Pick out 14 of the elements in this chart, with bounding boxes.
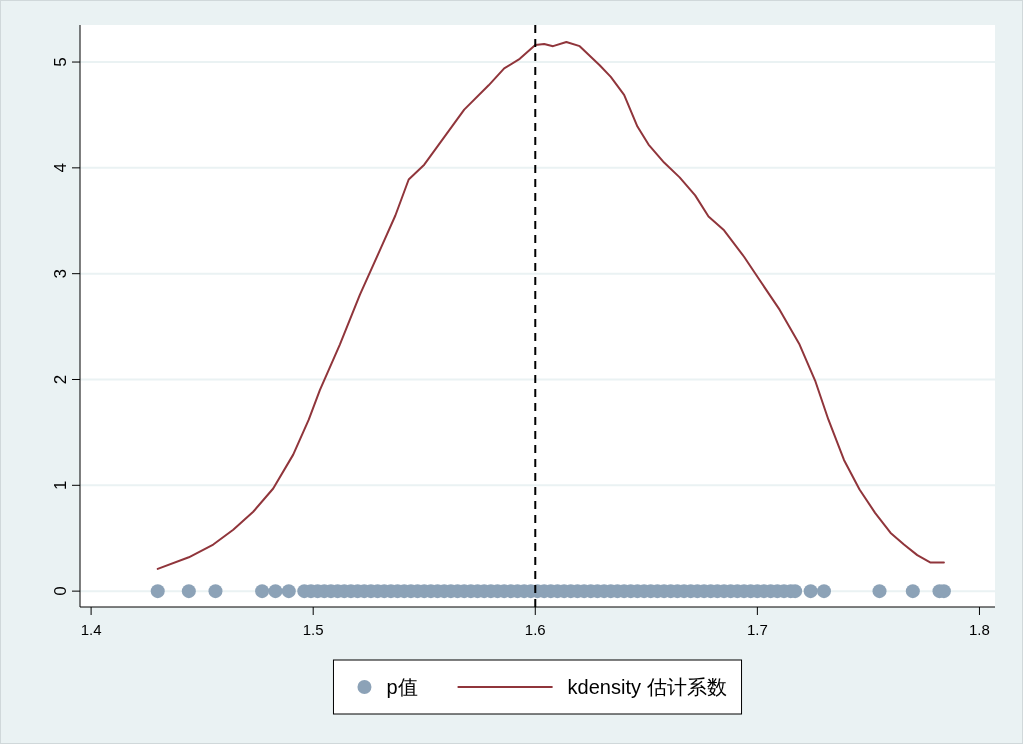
legend-label: kdensity 估计系数 (567, 676, 727, 698)
y-tick-label: 1 (51, 480, 70, 491)
y-tick-label: 4 (51, 163, 70, 173)
legend-label: p值 (386, 676, 418, 698)
line-series (156, 40, 945, 570)
x-tick-label: 1.5 (302, 621, 324, 638)
x-tick-label: 1.7 (746, 621, 768, 638)
x-tick-label: 1.6 (524, 621, 546, 638)
y-tick-label: 0 (51, 586, 70, 596)
y-tick-label: 5 (51, 57, 70, 67)
x-tick-label: 1.8 (969, 621, 990, 638)
y-tick-label: 2 (51, 374, 70, 385)
y-tick-label: 3 (51, 268, 70, 279)
x-tick-label: 1.4 (80, 621, 102, 638)
